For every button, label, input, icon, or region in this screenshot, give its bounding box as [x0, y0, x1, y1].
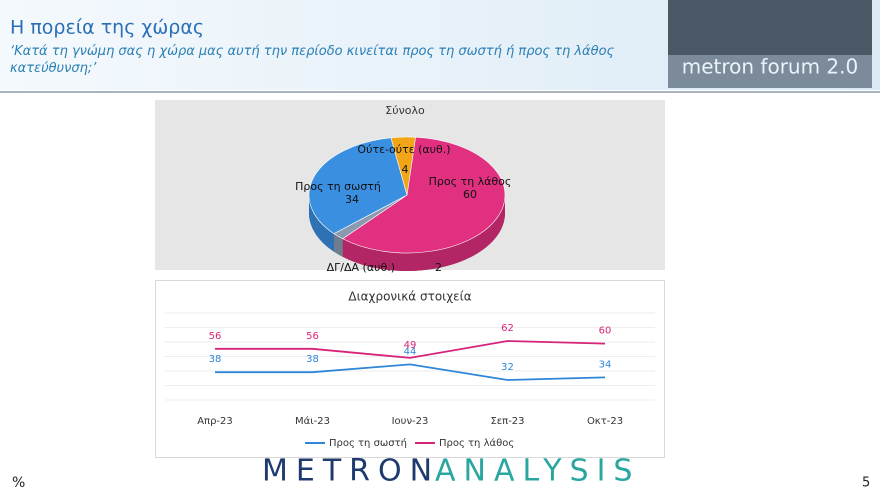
pie-slice: [342, 136, 506, 254]
data-label: 38: [306, 354, 319, 365]
brand-left: METRON: [262, 454, 440, 489]
logo-strip: [668, 55, 872, 88]
x-tick-label: Οκτ-23: [587, 416, 623, 427]
logo-text: metron forum 2.0: [682, 55, 859, 79]
line-series: [215, 340, 606, 359]
slice-label: Προς τη σωστή: [295, 180, 381, 193]
chart-title: Σύνολο: [385, 104, 425, 117]
slice-value: 60: [463, 188, 477, 201]
slice-label: ΔΓ/ΔΑ (αυθ.): [327, 261, 395, 274]
x-tick-label: Σεπ-23: [490, 416, 524, 427]
slice-value: 4: [402, 163, 409, 176]
data-label: 34: [599, 359, 612, 370]
pie-slice: [390, 136, 416, 196]
page-number: 5: [862, 476, 870, 491]
data-label: 49: [404, 340, 417, 351]
data-label: 44: [404, 346, 417, 357]
chart-title: Διαχρονικά στοιχεία: [348, 290, 471, 304]
data-label: 56: [209, 331, 222, 342]
pie-slice-rim: [333, 233, 343, 257]
slice-label: Ούτε-ούτε (αυθ.): [357, 143, 450, 156]
pie-slice-rim: [342, 195, 505, 271]
line-panel: [155, 280, 665, 458]
x-tick-label: Ιουν-23: [392, 416, 429, 427]
data-label: 32: [501, 362, 514, 373]
slide-subtitle: ‘Κατά τη γνώμη σας η χώρα μας αυτή την π…: [10, 44, 615, 76]
data-label: 62: [501, 323, 514, 334]
slide-title: Η πορεία της χώρας: [10, 17, 204, 39]
legend-label: Προς τη λάθος: [439, 437, 514, 449]
slice-label: Προς τη λάθος: [429, 175, 512, 188]
line-series: [215, 363, 606, 381]
x-tick-label: Μάι-23: [295, 415, 330, 427]
data-label: 56: [306, 331, 319, 342]
slice-value: 34: [345, 193, 359, 206]
pie-slice: [308, 137, 408, 235]
percent-symbol: %: [12, 475, 25, 491]
data-label: 38: [209, 354, 222, 365]
legend-label: Προς τη σωστή: [329, 437, 407, 449]
slice-value: 2: [435, 261, 442, 274]
x-tick-label: Απρ-23: [197, 416, 233, 427]
data-label: 60: [599, 326, 612, 337]
brand-right: ANALYSIS: [435, 454, 640, 489]
